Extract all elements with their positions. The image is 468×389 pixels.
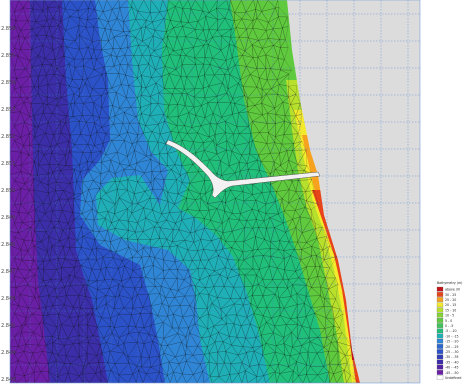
legend-swatch xyxy=(436,318,444,323)
legend-entry-label: 10 - 5 xyxy=(445,314,454,318)
legend-entry-label: -30 - -35 xyxy=(445,355,459,359)
y-tick-label: 2.844 xyxy=(1,350,15,356)
legend-entry-label: 30 - 25 xyxy=(445,293,456,297)
y-tick-label: 2.847 xyxy=(1,269,15,275)
y-tick-label: 2.845 xyxy=(1,323,15,329)
y-tick-label: 2.852 xyxy=(1,134,15,140)
y-tick-label: 2.855 xyxy=(1,53,15,59)
legend-swatch xyxy=(436,354,444,360)
legend-entry-label: -20 - -25 xyxy=(445,345,459,349)
y-axis-tick-labels: 2.856 2.855 2.854 2.853 2.852 2.851 2.850 2.849… xyxy=(1,26,15,383)
legend-entry-label: -40 - -45 xyxy=(445,366,459,370)
legend-swatch xyxy=(436,349,444,354)
legend-entry-label: 5 - 0 xyxy=(445,319,452,323)
y-tick-label: 2.851 xyxy=(1,161,15,167)
legend-entry-label: 20 - 15 xyxy=(445,303,456,307)
legend-swatch xyxy=(436,375,444,380)
legend-entry-label: -5 - -10 xyxy=(445,329,457,333)
legend-title: Bathymetry (m) xyxy=(437,281,462,285)
legend-swatch xyxy=(436,364,444,370)
y-tick-label: 2.849 xyxy=(1,215,15,221)
grid-lines xyxy=(10,0,420,383)
legend-entry-label: 15 - 10 xyxy=(445,308,456,312)
y-tick-label: 2.853 xyxy=(1,107,15,113)
y-tick-label: 2.850 xyxy=(1,188,15,194)
legend-swatch xyxy=(436,323,444,328)
legend-entry-label: -45 - -50 xyxy=(445,371,459,375)
legend-entry-label: 0 - -5 xyxy=(445,324,453,328)
legend-swatch xyxy=(436,292,444,297)
land-area xyxy=(287,0,420,383)
legend-swatch xyxy=(436,370,444,375)
y-tick-label: 2.846 xyxy=(1,296,15,302)
legend-entry-label: -25 - -30 xyxy=(445,350,459,354)
y-tick-label: 2.856 xyxy=(1,26,15,32)
triangular-mesh xyxy=(10,0,360,383)
legend-swatch xyxy=(436,312,444,318)
legend-swatch xyxy=(436,297,444,302)
map-frame xyxy=(9,0,421,384)
navigation-channel xyxy=(165,139,321,199)
legend-swatch xyxy=(436,286,444,292)
legend-swatch xyxy=(436,302,444,308)
y-tick-label: 2.843 xyxy=(1,377,15,383)
legend-swatch xyxy=(436,338,444,344)
legend-entry-label: -10 - -15 xyxy=(445,334,459,338)
y-tick-label: 2.854 xyxy=(1,80,15,86)
legend-swatch xyxy=(436,333,444,339)
legend-swatch xyxy=(436,344,444,349)
y-tick-label: 2.848 xyxy=(1,242,15,248)
mesh-edges xyxy=(10,0,360,383)
legend-entry-label: -35 - -40 xyxy=(445,360,459,364)
legend-entry-label: 25 - 20 xyxy=(445,298,456,302)
legend-entry-label: Undefined xyxy=(445,376,461,380)
legend-swatch xyxy=(436,307,444,313)
legend-entry-label: -15 - -20 xyxy=(445,340,459,344)
legend-entry-label: above 30 xyxy=(445,288,460,292)
legend-swatch xyxy=(436,359,444,365)
legend-swatch xyxy=(436,328,444,334)
